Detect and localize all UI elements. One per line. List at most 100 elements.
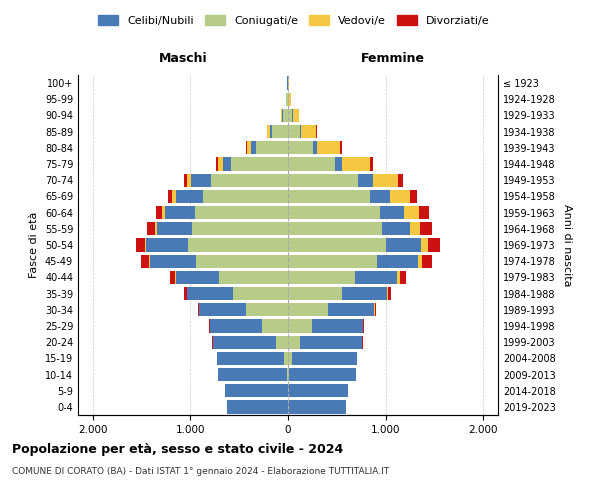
Bar [342,287,386,300]
Bar [283,109,288,122]
Bar [218,368,287,381]
Bar [147,222,155,235]
Bar [187,287,233,300]
Bar [386,238,421,252]
Bar [184,287,187,300]
Bar [217,352,284,365]
Bar [172,190,176,203]
Bar [292,352,358,365]
Bar [272,125,288,138]
Legend: Celibi/Nubili, Coniugati/e, Vedovi/e, Divorziati/e: Celibi/Nubili, Coniugati/e, Vedovi/e, Di… [94,10,494,30]
Bar [389,190,410,203]
Y-axis label: Fasce di età: Fasce di età [29,212,39,278]
Bar [288,190,370,203]
Bar [397,270,400,284]
Bar [232,158,288,170]
Bar [421,222,431,235]
Bar [422,254,432,268]
Bar [340,141,342,154]
Bar [218,158,223,170]
Bar [225,384,288,398]
Bar [284,352,288,365]
Bar [410,190,417,203]
Bar [373,174,398,187]
Bar [317,141,340,154]
Bar [198,303,199,316]
Bar [288,368,289,381]
Bar [288,174,358,187]
Bar [358,174,373,187]
Bar [288,206,380,220]
Bar [386,287,388,300]
Bar [256,141,288,154]
Bar [335,158,342,170]
Bar [382,222,410,235]
Bar [288,384,348,398]
Bar [288,352,292,365]
Bar [301,125,316,138]
Bar [142,254,149,268]
Bar [288,303,328,316]
Text: COMUNE DI CORATO (BA) - Dati ISTAT 1° gennaio 2024 - Elaborazione TUTTITALIA.IT: COMUNE DI CORATO (BA) - Dati ISTAT 1° ge… [12,468,389,476]
Bar [262,320,288,332]
Bar [192,222,288,235]
Bar [288,270,355,284]
Bar [196,254,288,268]
Text: Femmine: Femmine [361,52,425,66]
Bar [288,320,313,332]
Bar [316,125,317,138]
Bar [380,206,404,220]
Bar [355,270,397,284]
Bar [146,238,188,252]
Bar [288,92,289,106]
Bar [216,158,218,170]
Bar [404,206,419,220]
Bar [288,400,346,413]
Bar [176,190,203,203]
Bar [388,287,391,300]
Bar [288,254,377,268]
Bar [370,190,389,203]
Bar [300,336,362,349]
Bar [419,206,428,220]
Bar [271,125,272,138]
Bar [156,206,163,220]
Bar [218,270,288,284]
Bar [251,141,256,154]
Bar [288,141,313,154]
Text: Popolazione per età, sesso e stato civile - 2024: Popolazione per età, sesso e stato civil… [12,442,343,456]
Bar [149,254,150,268]
Text: Maschi: Maschi [158,52,208,66]
Bar [400,270,406,284]
Bar [227,400,288,413]
Bar [145,238,146,252]
Bar [211,174,288,187]
Bar [293,109,299,122]
Bar [418,254,422,268]
Bar [370,158,373,170]
Bar [288,336,300,349]
Bar [187,174,191,187]
Bar [313,141,317,154]
Bar [287,368,288,381]
Bar [268,125,271,138]
Bar [246,303,288,316]
Bar [136,238,145,252]
Bar [288,125,300,138]
Bar [292,109,293,122]
Bar [281,109,283,122]
Bar [289,368,356,381]
Bar [165,206,195,220]
Bar [410,222,421,235]
Bar [398,174,403,187]
Bar [276,336,288,349]
Bar [184,174,187,187]
Bar [300,125,301,138]
Bar [199,303,246,316]
Bar [150,254,196,268]
Y-axis label: Anni di nascita: Anni di nascita [562,204,572,286]
Bar [288,158,335,170]
Bar [233,287,288,300]
Bar [313,320,363,332]
Bar [223,158,232,170]
